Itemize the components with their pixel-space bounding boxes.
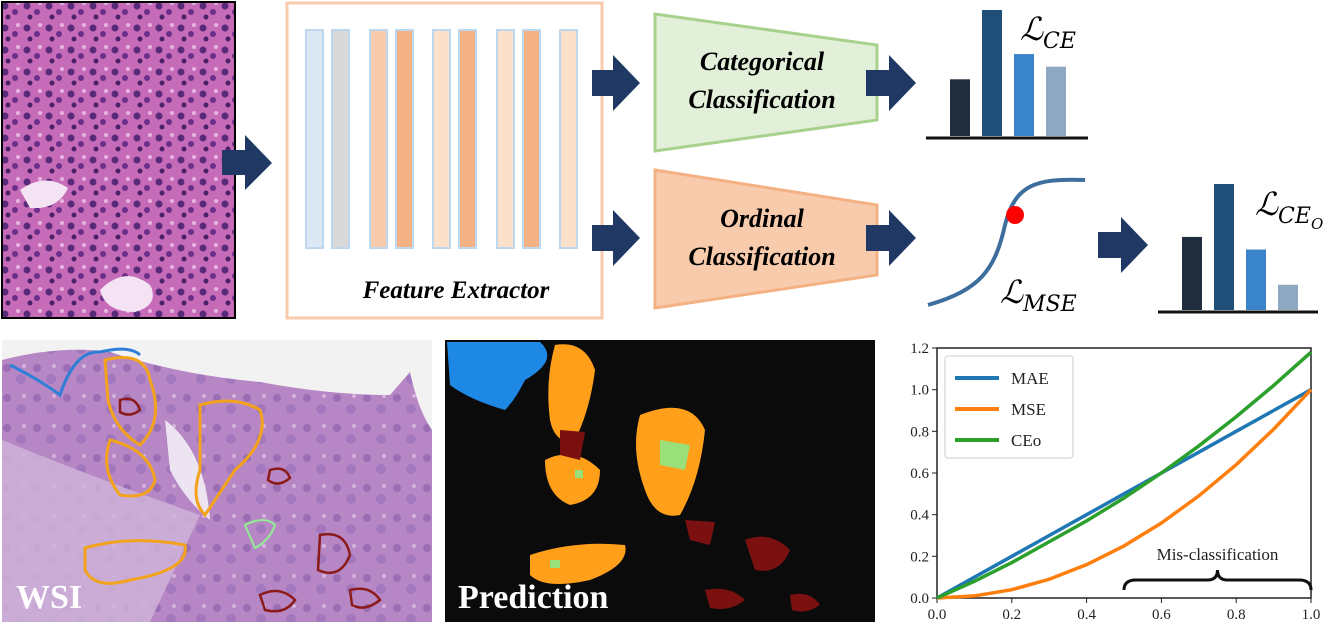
legend-label: CEo bbox=[1011, 431, 1041, 450]
series-line-ceo bbox=[936, 350, 1313, 600]
histology-lumen bbox=[100, 276, 153, 312]
ordinal-label-line1: Ordinal bbox=[720, 204, 805, 233]
prediction-label: Prediction bbox=[458, 579, 609, 616]
series-line-mae bbox=[936, 388, 1312, 600]
x-tick-label: 0.6 bbox=[1152, 607, 1171, 623]
sigmoid-point bbox=[1006, 206, 1024, 224]
x-tick-label: 0.0 bbox=[928, 607, 947, 623]
layer-bar bbox=[331, 29, 350, 249]
x-tick-label: 0.4 bbox=[1077, 607, 1096, 623]
loss-bar bbox=[1182, 236, 1202, 310]
legend-box bbox=[944, 355, 1074, 459]
wsi-panel bbox=[2, 340, 432, 622]
misclassification-annotation: Mis-classification bbox=[1157, 545, 1279, 564]
sigmoid-curve bbox=[927, 177, 1086, 307]
x-tick-label: 1.0 bbox=[1302, 607, 1321, 623]
x-tick-label: 0.2 bbox=[1002, 607, 1021, 623]
layer-bar bbox=[305, 29, 324, 249]
arrow-icon bbox=[222, 135, 272, 190]
histology-image bbox=[1, 1, 236, 319]
layer-bar bbox=[559, 29, 578, 249]
ceo-bar-chart bbox=[1182, 184, 1298, 310]
loss-bar bbox=[1214, 184, 1234, 310]
x-tick-label: 0.8 bbox=[1227, 607, 1246, 623]
loss-bar bbox=[1014, 54, 1034, 136]
brace-icon bbox=[1122, 569, 1313, 591]
legend: MAE MSE CEo bbox=[944, 355, 1074, 459]
categorical-label-line1: Categorical bbox=[700, 47, 825, 76]
arrow-icon bbox=[592, 55, 640, 111]
y-tick-label: 0.2 bbox=[910, 549, 929, 565]
categorical-classification-head bbox=[653, 12, 879, 153]
loss-bar bbox=[1278, 284, 1298, 310]
layer-bar bbox=[369, 29, 388, 249]
loss-comparison-chart: 0.0 0.2 0.4 0.6 0.8 1.0 0.0 0.2 0.4 0.6 0.8 1.0 1.2 M… bbox=[910, 341, 1320, 623]
histology-lumen bbox=[20, 180, 68, 209]
y-tick-label: 0.6 bbox=[910, 466, 929, 482]
layer-bar bbox=[432, 29, 451, 249]
arrow-icon bbox=[866, 210, 916, 266]
y-tick-label: 0.8 bbox=[910, 424, 929, 440]
y-tick-label: 1.2 bbox=[910, 341, 929, 357]
feature-extractor-label: Feature Extractor bbox=[362, 277, 550, 304]
feature-extractor-layers bbox=[305, 29, 578, 249]
mse-loss-label: ℒMSE bbox=[1000, 273, 1077, 317]
legend-label: MSE bbox=[1011, 400, 1046, 419]
y-tick-label: 0.4 bbox=[910, 508, 929, 524]
loss-bar bbox=[1046, 66, 1066, 136]
arrow-icon bbox=[866, 55, 916, 111]
ce-loss-label: ℒCE bbox=[1020, 10, 1076, 54]
loss-bar bbox=[1246, 249, 1266, 310]
wsi-label: WSI bbox=[16, 579, 82, 616]
loss-bar bbox=[950, 79, 970, 136]
categorical-label-line2: Classification bbox=[688, 85, 835, 114]
arrow-icon bbox=[592, 210, 640, 266]
prediction-panel bbox=[445, 340, 875, 622]
y-tick-label: 0.0 bbox=[910, 591, 929, 607]
layer-bar bbox=[522, 29, 541, 249]
arrow-icon bbox=[1098, 217, 1148, 273]
layer-bar bbox=[458, 29, 477, 249]
series-line-mse bbox=[936, 388, 1313, 600]
ce-bar-chart bbox=[950, 10, 1066, 136]
ordinal-classification-head bbox=[653, 168, 879, 310]
layer-bar bbox=[496, 29, 515, 249]
ordinal-label-line2: Classification bbox=[688, 242, 835, 271]
loss-bar bbox=[982, 10, 1002, 136]
layer-bar bbox=[395, 29, 414, 249]
ceo-loss-label: ℒCEO bbox=[1255, 185, 1323, 233]
legend-label: MAE bbox=[1011, 369, 1049, 388]
y-tick-label: 1.0 bbox=[910, 383, 929, 399]
